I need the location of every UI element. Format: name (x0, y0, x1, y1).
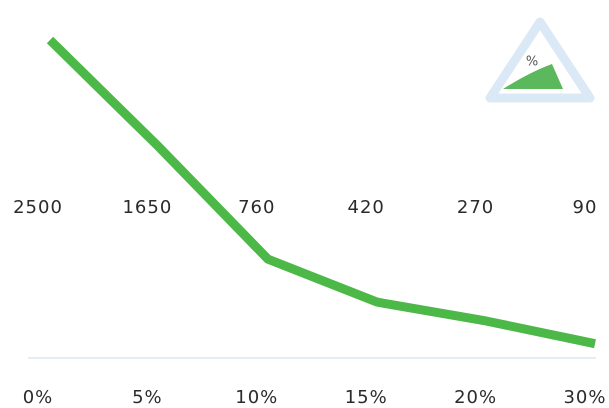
x-tick-label: 10% (235, 387, 278, 408)
icon-triangle (485, 17, 595, 103)
x-tick-label: 0% (23, 387, 54, 408)
value-label: 760 (238, 197, 275, 218)
value-label: 420 (348, 197, 385, 218)
icon: % (485, 17, 595, 103)
icon-hill (503, 64, 563, 89)
value-label: 270 (457, 197, 494, 218)
x-tick-label: 30% (563, 387, 606, 408)
value-label: 2500 (13, 197, 63, 218)
icon-label: % (526, 55, 538, 70)
value-label: 1650 (122, 197, 172, 218)
x-tick-label: 15% (345, 387, 388, 408)
value-label: 90 (573, 197, 598, 218)
x-tick-label: 5% (132, 387, 163, 408)
x-tick-label: 20% (454, 387, 497, 408)
line (46, 36, 596, 349)
